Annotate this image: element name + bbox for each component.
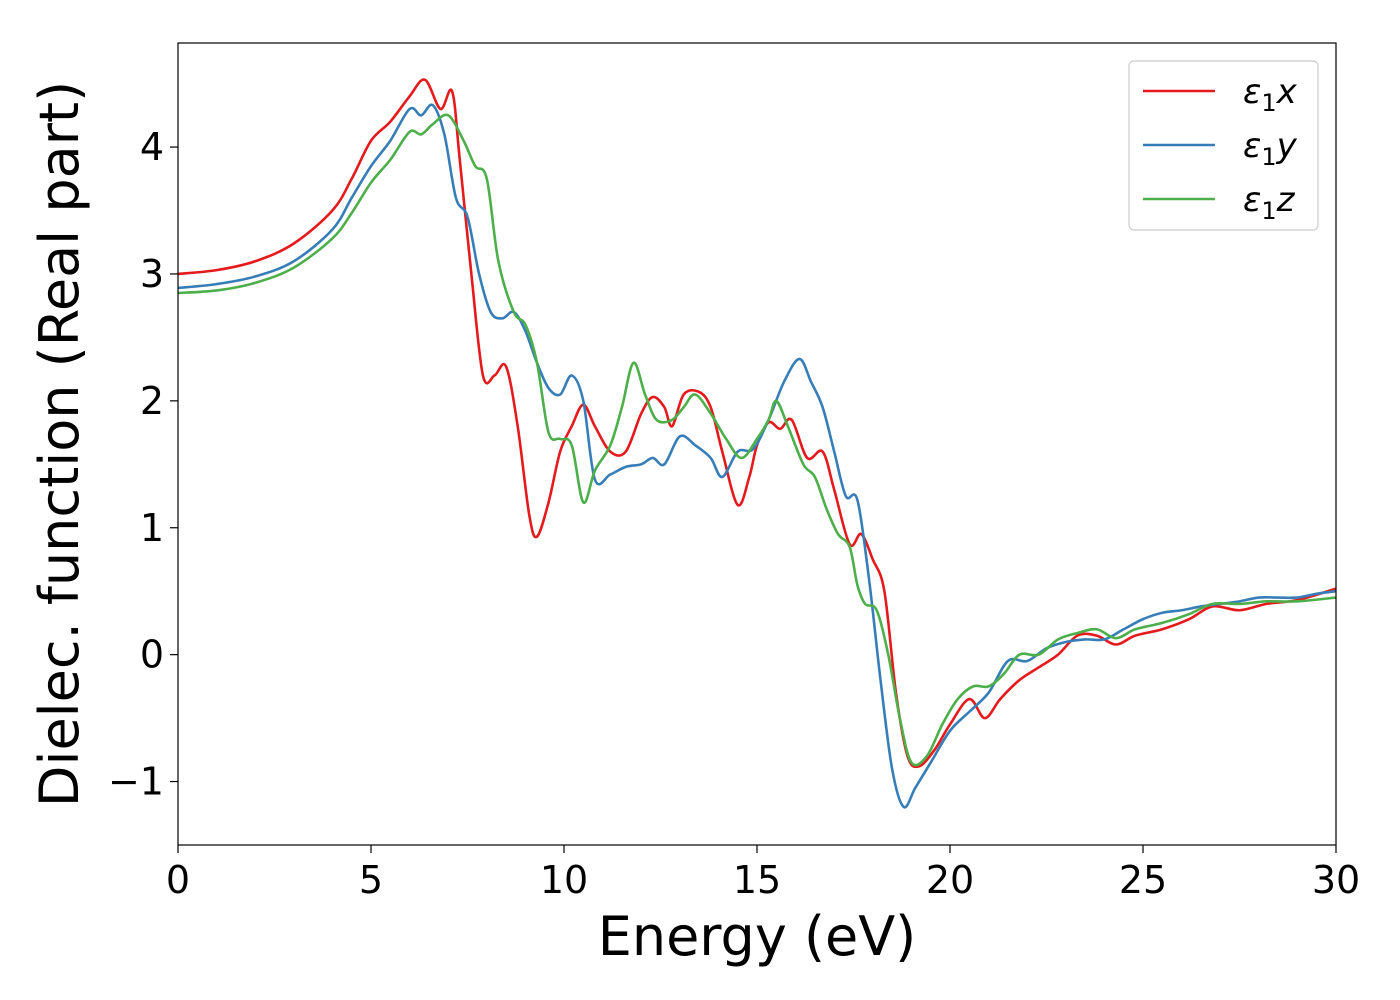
- x-tick-label: 5: [359, 858, 383, 902]
- y-tick-label: 4: [140, 125, 164, 169]
- series-line-x: [178, 78, 1336, 769]
- x-tick-label: 15: [733, 858, 781, 902]
- y-tick-label: −1: [108, 760, 164, 804]
- x-tick-label: 30: [1312, 858, 1360, 902]
- legend-label-y: ε1y: [1243, 126, 1298, 171]
- y-axis: −1 0 1 2 3 4: [108, 125, 178, 804]
- x-axis-title: Energy (eV): [598, 905, 917, 968]
- y-tick-label: 0: [140, 633, 164, 677]
- legend-label-x: ε1x: [1243, 72, 1298, 117]
- x-tick-label: 25: [1119, 858, 1167, 902]
- series-layer: [178, 78, 1336, 809]
- series-line-y: [178, 103, 1336, 809]
- x-tick-label: 20: [926, 858, 974, 902]
- legend-box: [1128, 60, 1319, 231]
- x-tick-label: 10: [540, 858, 588, 902]
- legend: ε1x ε1y ε1z: [1128, 60, 1319, 231]
- y-tick-label: 3: [140, 252, 164, 296]
- y-axis-title: Dielec. function (Real part): [28, 81, 91, 807]
- series-line-z: [178, 113, 1336, 767]
- x-axis: 0 5 10 15 20 25 30: [166, 845, 1360, 902]
- y-tick-label: 1: [140, 506, 164, 550]
- x-tick-label: 0: [166, 858, 190, 902]
- y-tick-label: 2: [140, 379, 164, 423]
- legend-label-z: ε1z: [1243, 180, 1296, 225]
- legend-items: ε1x ε1y ε1z: [1143, 72, 1298, 225]
